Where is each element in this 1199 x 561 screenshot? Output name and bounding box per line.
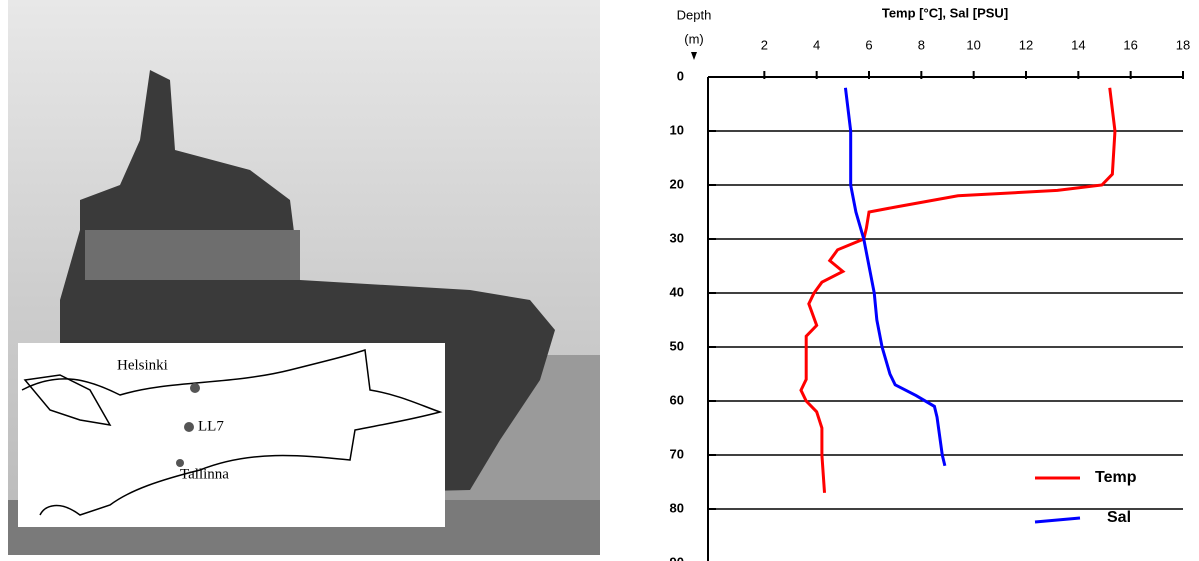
map-label: Helsinki (117, 357, 168, 373)
x-tick-label: 8 (918, 37, 925, 52)
legend-label: Temp (1095, 469, 1137, 486)
y-tick-label: 60 (670, 392, 684, 407)
legend-label: Sal (1107, 509, 1131, 526)
x-tick-label: 4 (813, 37, 820, 52)
profile-line (799, 87, 1117, 493)
legend-swatch (1034, 516, 1081, 524)
x-tick-label: 10 (966, 37, 980, 52)
map-label: LL7 (198, 418, 224, 434)
y-tick-label: 20 (670, 176, 684, 191)
x-tick-label: 16 (1123, 37, 1137, 52)
y-tick-label: 50 (670, 338, 684, 353)
x-tick-label: 18 (1176, 37, 1190, 52)
y-tick-label: 30 (670, 230, 684, 245)
x-tick-label: 12 (1019, 37, 1033, 52)
city-dot (176, 459, 184, 467)
y-tick-label: 80 (670, 500, 684, 515)
y-tick-label: 90 (670, 554, 684, 561)
coastline (21, 348, 443, 516)
y-tick-label: 40 (670, 284, 684, 299)
station-dot (184, 422, 194, 432)
map-label: Tallinna (180, 466, 229, 482)
coastline (23, 374, 112, 426)
x-tick-label: 14 (1071, 37, 1085, 52)
map-inset: Helsinki LL7 Tallinna (18, 343, 445, 527)
y-axis-unit: (m) (684, 31, 704, 46)
chart-title: Temp [°C], Sal [PSU] (882, 5, 1008, 20)
axis-arrow (691, 52, 697, 60)
y-tick-label: 0 (677, 68, 684, 83)
y-tick-label: 70 (670, 446, 684, 461)
city-dot (190, 383, 200, 393)
x-tick-label: 6 (865, 37, 872, 52)
y-axis-label: Depth (677, 7, 712, 22)
y-tick-label: 10 (670, 122, 684, 137)
profile-line (843, 87, 947, 467)
x-tick-label: 2 (761, 37, 768, 52)
